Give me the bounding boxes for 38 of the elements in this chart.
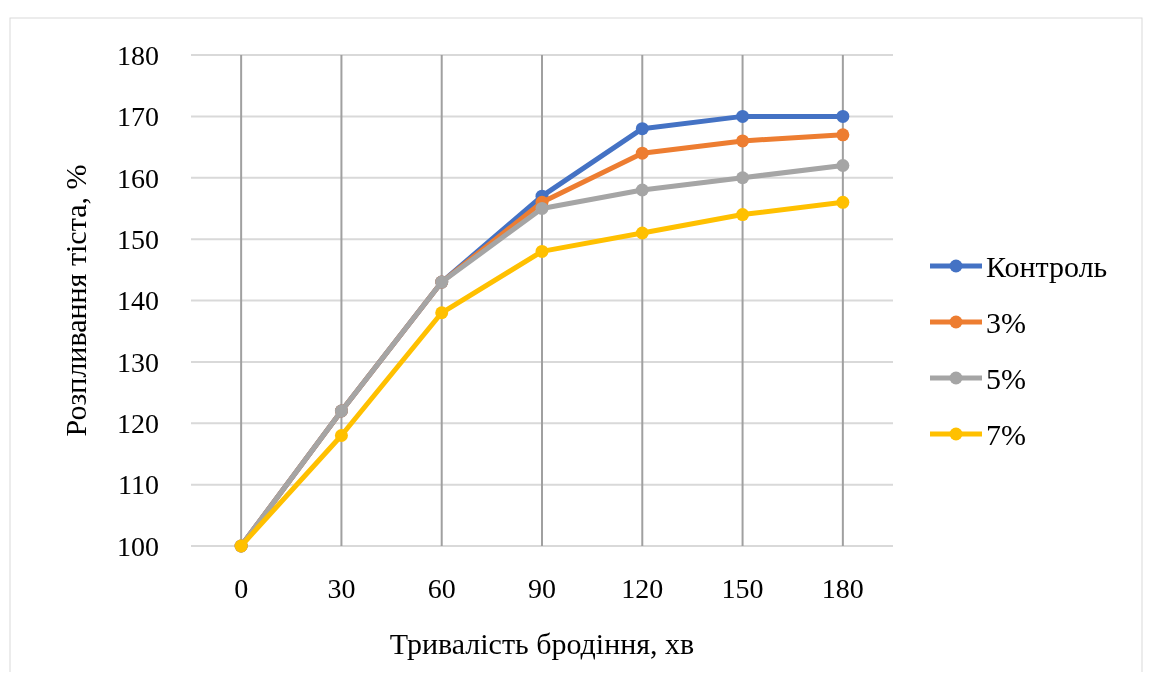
point xyxy=(736,134,750,148)
point xyxy=(836,158,850,172)
legend-label: 3% xyxy=(986,305,1026,339)
point xyxy=(635,183,649,197)
point xyxy=(635,226,649,240)
x-axis-title: Тривалість бродіння, хв xyxy=(389,627,695,660)
x-tick-label: 60 xyxy=(427,573,456,604)
point xyxy=(435,306,449,320)
x-tick-label: 30 xyxy=(327,573,356,604)
x-tick-label: 180 xyxy=(821,573,864,604)
y-tick-label: 110 xyxy=(118,469,159,501)
point xyxy=(836,109,850,123)
y-tick-label: 170 xyxy=(117,101,159,133)
y-tick-label: 160 xyxy=(117,162,159,194)
y-axis-title: Розпливання тіста, % xyxy=(59,164,92,437)
point xyxy=(334,429,348,443)
y-tick-label: 120 xyxy=(117,408,159,440)
point xyxy=(635,122,649,136)
point xyxy=(635,146,649,160)
legend-label: 5% xyxy=(986,361,1026,395)
x-tick-label: 150 xyxy=(721,573,764,604)
point xyxy=(736,208,750,222)
x-tick-label: 120 xyxy=(621,573,664,604)
y-tick-label: 150 xyxy=(117,223,159,255)
legend-label: Контроль xyxy=(986,249,1108,283)
x-tick-label: 90 xyxy=(528,573,556,604)
y-tick-label: 100 xyxy=(117,530,159,562)
x-tick-label: 0 xyxy=(234,573,249,604)
y-tick-label: 180 xyxy=(117,39,159,71)
point xyxy=(736,171,750,185)
point xyxy=(736,109,750,123)
point xyxy=(836,128,850,142)
y-tick-label: 130 xyxy=(117,346,159,378)
legend-label: 7% xyxy=(986,417,1026,451)
point xyxy=(535,201,549,215)
y-tick-label: 140 xyxy=(117,285,159,317)
point xyxy=(535,244,549,258)
point xyxy=(836,195,850,209)
